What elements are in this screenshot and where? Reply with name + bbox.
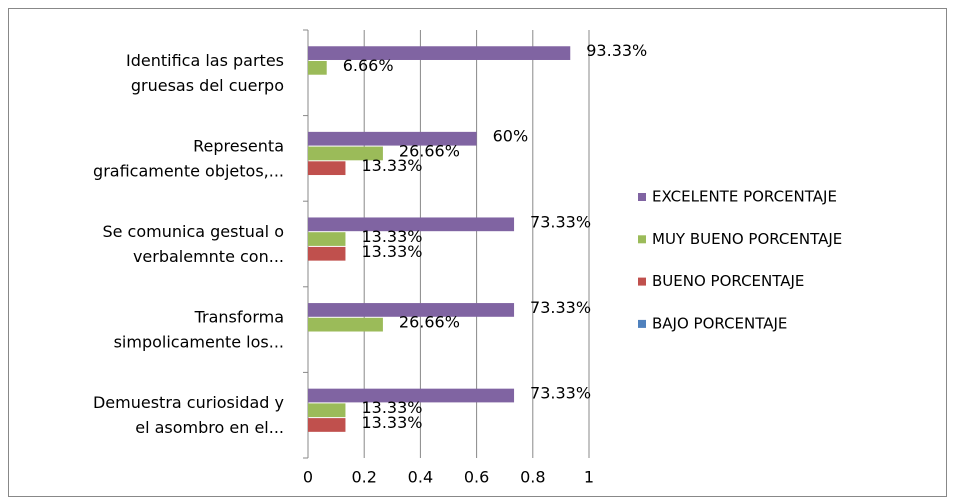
x-tick-label: 0.4: [408, 468, 433, 487]
y-tick-label-line: el asombro en el...: [135, 418, 284, 437]
bar: [308, 317, 383, 332]
bar: [308, 232, 346, 246]
legend-label: BUENO PORCENTAJE: [652, 272, 804, 290]
bar: [308, 146, 383, 161]
y-tick-label-line: Transforma: [194, 307, 284, 326]
y-tick-label-line: simpolicamente los...: [114, 332, 284, 351]
value-label: 26.66%: [399, 313, 460, 332]
y-tick-label: Demuestra curiosidad y el asombro en el..…: [93, 393, 284, 437]
bar: [308, 246, 346, 261]
value-label: 6.66%: [343, 56, 394, 75]
legend-swatch: [638, 235, 646, 244]
value-label: 73.33%: [530, 384, 591, 403]
legend-label: BAJO PORCENTAJE: [652, 314, 787, 332]
value-label: 26.66%: [399, 141, 460, 160]
y-tick-label-line: gruesas del cuerpo: [131, 75, 284, 94]
bar: [308, 418, 346, 432]
legend-swatch: [638, 277, 646, 286]
y-tick-label-line: Identifica las partes: [126, 50, 284, 69]
legend-swatch: [638, 193, 646, 201]
bar: [308, 388, 515, 403]
y-tick-label-line: graficamente objetos,...: [93, 161, 284, 180]
bar: [308, 161, 346, 176]
value-label: 13.33%: [361, 227, 422, 246]
y-tick-label-line: Representa: [193, 136, 284, 155]
x-tick-label: 0.2: [351, 468, 376, 487]
bar: [308, 60, 327, 75]
value-label: 13.33%: [361, 398, 422, 417]
y-tick-label: Identifica las partes gruesas del cuerpo: [126, 50, 284, 94]
bar: [308, 131, 477, 146]
y-tick-label: Se comunica gestual o verbalemnte con...: [102, 222, 284, 266]
y-tick-label-line: verbalemnte con...: [133, 247, 284, 266]
legend-label: EXCELENTE PORCENTAJE: [652, 188, 837, 206]
chart-border: [8, 8, 947, 497]
bar: [308, 217, 515, 232]
y-tick-label-line: Se comunica gestual o: [102, 222, 284, 241]
value-label: 73.33%: [530, 298, 591, 317]
bar: [308, 46, 571, 60]
legend-label: MUY BUENO PORCENTAJE: [652, 230, 842, 248]
x-tick-label: 0.6: [464, 468, 489, 487]
x-tick-label: 1: [584, 468, 594, 487]
x-tick-label: 0: [303, 468, 313, 487]
value-label: 13.33%: [361, 242, 422, 261]
value-label: 13.33%: [361, 413, 422, 432]
bar: [308, 403, 346, 418]
value-label: 93.33%: [586, 41, 647, 60]
bar: [308, 303, 515, 317]
value-label: 73.33%: [530, 212, 591, 231]
y-tick-label-line: Demuestra curiosidad y: [93, 393, 284, 412]
x-tick-label: 0.8: [520, 468, 545, 487]
value-label: 60%: [493, 127, 529, 146]
legend-swatch: [638, 319, 646, 328]
value-label: 13.33%: [361, 156, 422, 175]
y-tick-label: Transforma simpolicamente los...: [114, 307, 284, 351]
y-tick-label: Representa graficamente objetos,...: [93, 136, 284, 180]
